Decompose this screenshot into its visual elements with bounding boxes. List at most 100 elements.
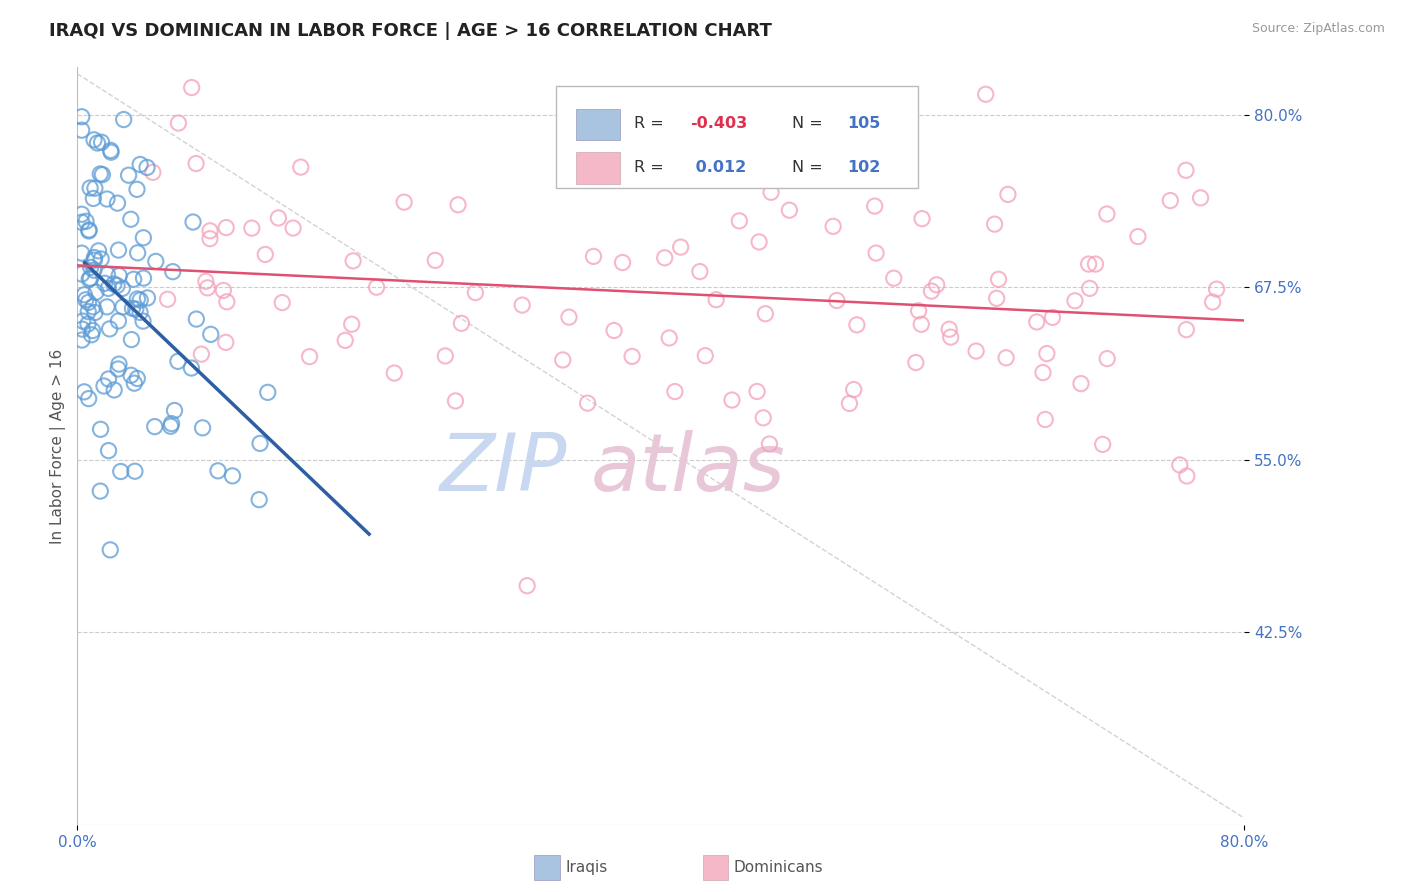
Point xyxy=(142,165,165,179)
Point xyxy=(112,112,135,127)
Point xyxy=(107,314,129,328)
Point xyxy=(103,383,125,397)
Point xyxy=(125,182,148,196)
Point xyxy=(124,464,146,478)
Point xyxy=(1091,437,1114,451)
Point xyxy=(1070,376,1092,391)
Point xyxy=(70,215,93,229)
Point xyxy=(110,465,132,479)
Point xyxy=(77,317,100,331)
Point xyxy=(79,181,101,195)
Point xyxy=(215,294,238,309)
Text: 105: 105 xyxy=(848,116,882,131)
Point xyxy=(271,295,294,310)
Point xyxy=(612,255,634,269)
Point xyxy=(215,220,238,235)
Point xyxy=(84,305,107,319)
Point xyxy=(103,277,125,291)
Point xyxy=(194,274,217,288)
Point xyxy=(754,307,776,321)
Point xyxy=(392,195,415,210)
Point xyxy=(84,285,107,300)
Point xyxy=(70,267,93,281)
Point xyxy=(90,252,112,266)
Point xyxy=(907,303,929,318)
Point xyxy=(167,354,190,368)
Point xyxy=(129,305,152,319)
Point xyxy=(689,264,711,278)
Point xyxy=(83,181,105,195)
Point xyxy=(745,384,768,399)
Point xyxy=(965,344,987,359)
Point xyxy=(186,312,208,326)
Point xyxy=(107,196,129,211)
Point xyxy=(582,249,605,263)
Point xyxy=(160,417,183,431)
Point xyxy=(86,136,108,150)
Point xyxy=(267,211,290,225)
Point xyxy=(77,392,100,406)
Point xyxy=(212,284,235,298)
Point xyxy=(207,464,229,478)
Point xyxy=(778,203,800,218)
Point xyxy=(111,281,134,295)
Point xyxy=(198,224,221,238)
Point xyxy=(91,168,114,182)
Point xyxy=(425,253,447,268)
Point xyxy=(254,247,277,261)
Point xyxy=(89,484,111,499)
Text: Iraqis: Iraqis xyxy=(565,860,607,874)
Point xyxy=(921,284,943,298)
Point xyxy=(96,192,118,206)
Point xyxy=(100,144,122,158)
Point xyxy=(132,231,155,245)
Point xyxy=(73,287,96,301)
Point xyxy=(111,300,134,314)
Point xyxy=(335,334,357,348)
Point xyxy=(90,135,112,149)
Point xyxy=(83,263,105,277)
Point xyxy=(98,322,121,336)
Text: atlas: atlas xyxy=(591,430,786,508)
Point xyxy=(256,385,278,400)
Point xyxy=(159,419,181,434)
Point xyxy=(93,379,115,393)
Point xyxy=(444,393,467,408)
Point xyxy=(100,145,122,160)
Point xyxy=(181,215,204,229)
Point xyxy=(136,291,159,305)
Point xyxy=(664,384,686,399)
Point xyxy=(366,280,388,294)
Point xyxy=(1064,293,1087,308)
Point xyxy=(865,246,887,260)
Point xyxy=(129,293,152,307)
Point xyxy=(298,350,321,364)
Point xyxy=(721,392,744,407)
Point xyxy=(77,223,100,237)
Point xyxy=(510,298,533,312)
Point xyxy=(997,187,1019,202)
Point xyxy=(132,314,155,328)
Point xyxy=(823,219,845,234)
Point xyxy=(120,368,142,383)
Point xyxy=(80,327,103,342)
Point xyxy=(838,396,860,410)
Point xyxy=(129,157,152,171)
Text: IRAQI VS DOMINICAN IN LABOR FORCE | AGE > 16 CORRELATION CHART: IRAQI VS DOMINICAN IN LABOR FORCE | AGE … xyxy=(49,22,772,40)
FancyBboxPatch shape xyxy=(555,86,918,188)
Point xyxy=(70,110,93,124)
Point xyxy=(1189,191,1212,205)
Text: 0.012: 0.012 xyxy=(690,160,747,175)
Point xyxy=(1159,194,1181,208)
Point xyxy=(97,443,120,458)
Point xyxy=(132,271,155,285)
Point xyxy=(342,253,364,268)
Point xyxy=(143,419,166,434)
Point xyxy=(108,357,131,371)
Point xyxy=(1033,412,1056,426)
Text: -0.403: -0.403 xyxy=(690,116,747,131)
Point xyxy=(89,167,111,181)
Point xyxy=(247,492,270,507)
Point xyxy=(75,214,97,228)
Point xyxy=(1175,469,1198,483)
